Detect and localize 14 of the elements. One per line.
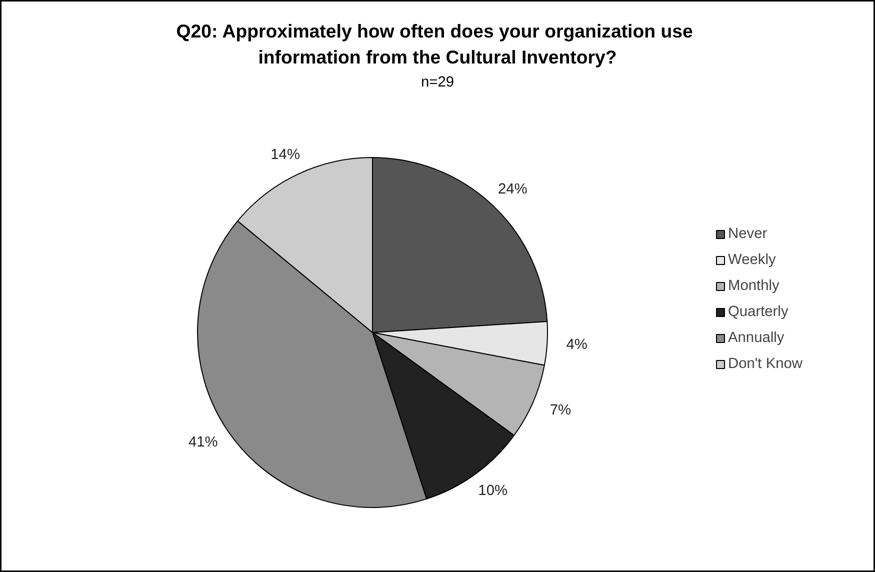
data-label: 4% (566, 336, 588, 353)
legend-label: Weekly (728, 252, 776, 268)
chart-title: Q20: Approximately how often does your organization use information from the Cultural Inventory? (176, 20, 693, 68)
data-label: 10% (478, 483, 508, 500)
chart-subtitle: n=29 (420, 74, 454, 90)
legend-label: Quarterly (728, 304, 788, 320)
data-label: 14% (270, 147, 300, 164)
data-label: 7% (550, 402, 572, 418)
data-label: 41% (188, 434, 218, 451)
legend-label: Don't Know (728, 356, 802, 372)
legend-label: Annually (728, 330, 784, 346)
legend-label: Monthly (728, 278, 780, 294)
data-label: 24% (498, 182, 528, 198)
legend-label: Never (728, 226, 768, 242)
